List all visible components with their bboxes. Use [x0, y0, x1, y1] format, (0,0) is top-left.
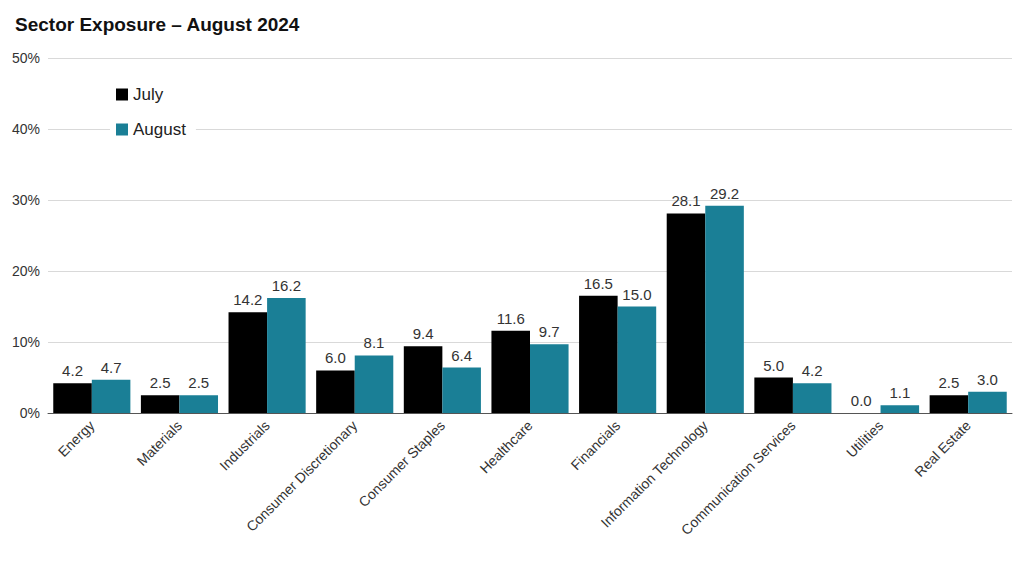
svg-text:3.0: 3.0	[977, 371, 998, 388]
svg-text:16.5: 16.5	[584, 275, 613, 292]
svg-text:30%: 30%	[12, 192, 40, 208]
svg-text:10%: 10%	[12, 334, 40, 350]
svg-text:Energy: Energy	[55, 417, 98, 460]
svg-text:Real Estate: Real Estate	[911, 417, 974, 480]
svg-text:6.0: 6.0	[325, 349, 346, 366]
svg-text:11.6: 11.6	[497, 310, 525, 327]
svg-text:5.0: 5.0	[763, 357, 784, 374]
svg-text:0.0: 0.0	[851, 392, 872, 409]
svg-text:2.5: 2.5	[938, 374, 959, 391]
svg-text:28.1: 28.1	[671, 192, 700, 209]
svg-text:4.2: 4.2	[802, 362, 823, 379]
svg-text:14.2: 14.2	[233, 291, 262, 308]
svg-text:16.2: 16.2	[272, 277, 301, 294]
svg-text:August: August	[133, 120, 186, 139]
svg-text:2.5: 2.5	[188, 374, 209, 391]
svg-text:Information Technology: Information Technology	[597, 417, 711, 531]
svg-text:Materials: Materials	[134, 417, 185, 468]
svg-text:Healthcare: Healthcare	[477, 417, 536, 476]
svg-text:Utilities: Utilities	[843, 417, 886, 460]
svg-text:50%: 50%	[12, 50, 40, 66]
svg-text:20%: 20%	[12, 263, 40, 279]
svg-text:6.4: 6.4	[451, 347, 472, 364]
svg-text:Financials: Financials	[567, 417, 623, 473]
svg-text:Industrials: Industrials	[216, 417, 272, 473]
svg-text:15.0: 15.0	[622, 286, 651, 303]
svg-text:4.7: 4.7	[101, 359, 122, 376]
svg-text:Consumer Discretionary: Consumer Discretionary	[243, 417, 360, 534]
svg-text:9.7: 9.7	[539, 323, 560, 340]
svg-text:4.2: 4.2	[62, 362, 83, 379]
svg-text:29.2: 29.2	[710, 185, 739, 202]
svg-text:July: July	[133, 85, 164, 104]
svg-text:1.1: 1.1	[889, 384, 910, 401]
svg-text:Communication Services: Communication Services	[678, 417, 799, 538]
svg-text:9.4: 9.4	[413, 325, 434, 342]
svg-text:40%: 40%	[12, 121, 40, 137]
svg-text:Sector Exposure – August 2024: Sector Exposure – August 2024	[15, 14, 300, 35]
svg-text:0%: 0%	[20, 405, 40, 421]
svg-text:2.5: 2.5	[150, 374, 171, 391]
svg-text:8.1: 8.1	[364, 334, 385, 351]
svg-text:Consumer Staples: Consumer Staples	[355, 417, 448, 510]
